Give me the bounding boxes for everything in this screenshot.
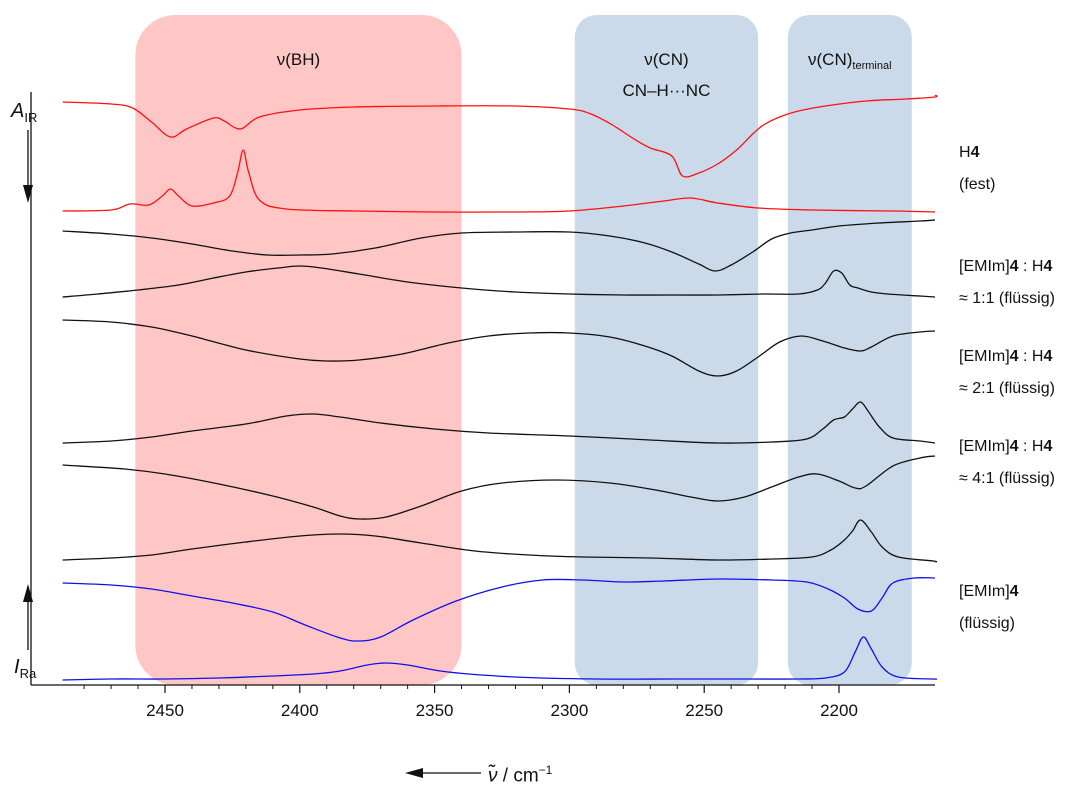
legend-entry-3: [EMIm]4 : H4 ≈ 4:1 (flüssig) — [959, 431, 1055, 495]
x-tick-label-2450: 2450 — [146, 701, 184, 720]
series-3-ir-line — [62, 455, 936, 520]
band-regions: ν(BH) ν(CN)CN–H···NCν(CN)terminal — [135, 15, 912, 685]
series-4-ra-line — [62, 636, 938, 681]
legend-condition: ≈ 2:1 (flüssig) — [959, 380, 1055, 397]
region-sublabel-1: CN–H···NC — [623, 81, 711, 100]
legend-name: [EMIm]4 : H4 — [959, 348, 1053, 365]
series-2-ra-line — [62, 401, 936, 444]
region-label-1: ν(CN) — [644, 50, 688, 69]
series-1-ir-line — [62, 219, 936, 272]
region-1 — [574, 15, 759, 685]
legend-entry-4: [EMIm]4 (flüssig) — [959, 576, 1019, 640]
x-tick-label-2350: 2350 — [416, 701, 454, 720]
x-direction-arrow-head — [405, 768, 423, 778]
x-tick-label-2250: 2250 — [685, 701, 723, 720]
region-label-0: ν(BH) — [277, 50, 320, 69]
legend-condition: (fest) — [959, 176, 996, 193]
x-tick-label-2400: 2400 — [281, 701, 319, 720]
legend-entry-2: [EMIm]4 : H4 ≈ 2:1 (flüssig) — [959, 341, 1055, 405]
raman-arrow-head — [23, 584, 33, 602]
x-axis-title: ν̃ / cm−1 — [488, 763, 553, 786]
series-3-ra-line — [62, 519, 938, 563]
legend-entry-1: [EMIm]4 : H4 ≈ 1:1 (flüssig) — [959, 251, 1055, 315]
y-label-raman: IRa — [14, 656, 37, 681]
series-0-ra-line — [62, 149, 936, 213]
x-axis-ticks: 2450 2400 2350 2300 2250 2200 — [83, 685, 858, 720]
series-2-ir-line — [62, 319, 936, 377]
legend-condition: ≈ 1:1 (flüssig) — [959, 290, 1055, 307]
series-1-ra-line — [62, 265, 936, 298]
legend-entry-0: H4 (fest) — [959, 137, 995, 201]
ir-arrow-head — [23, 185, 33, 203]
legend-condition: (flüssig) — [959, 615, 1016, 632]
spectra-series — [62, 94, 938, 681]
axes — [23, 92, 935, 778]
legend-name: [EMIm]4 : H4 — [959, 438, 1053, 455]
x-tick-label-2200: 2200 — [820, 701, 858, 720]
region-0 — [135, 15, 462, 685]
legend-name: [EMIm]4 : H4 — [959, 258, 1053, 275]
legend-name: H4 — [959, 144, 980, 161]
legend-name: [EMIm]4 — [959, 583, 1019, 600]
legend-condition: ≈ 4:1 (flüssig) — [959, 470, 1055, 487]
y-label-ir: AIR — [11, 100, 38, 125]
series-0-ir-line — [62, 94, 938, 178]
x-tick-label-2300: 2300 — [550, 701, 588, 720]
series-4-ir-line — [62, 576, 936, 642]
